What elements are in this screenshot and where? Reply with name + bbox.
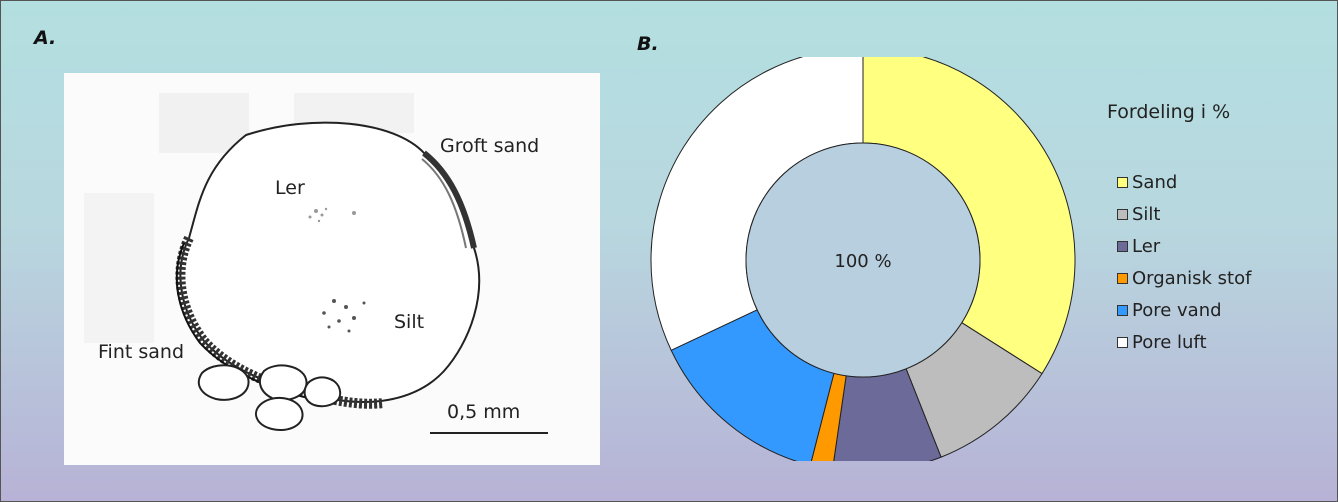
donut-hole xyxy=(745,142,981,378)
panel-a-label: A. xyxy=(34,27,57,49)
legend-label: Ler xyxy=(1132,235,1161,257)
legend-item: Organisk stof xyxy=(1117,262,1251,294)
legend-swatch xyxy=(1117,208,1128,220)
legend-label: Pore luft xyxy=(1132,331,1207,353)
legend-swatch xyxy=(1117,176,1128,188)
center-label: 100 % xyxy=(834,251,891,272)
fint-sand-label: Fint sand xyxy=(98,341,185,363)
legend-label: Silt xyxy=(1132,203,1161,225)
ler-label: Ler xyxy=(275,177,305,199)
legend-item: Ler xyxy=(1117,230,1251,262)
legend-swatch xyxy=(1117,304,1128,316)
legend-label: Pore vand xyxy=(1132,299,1222,321)
panel-b-label: B. xyxy=(637,33,659,55)
legend-item: Pore luft xyxy=(1117,326,1251,358)
legend-item: Sand xyxy=(1117,166,1251,198)
legend-item: Pore vand xyxy=(1117,294,1251,326)
silt-label: Silt xyxy=(394,311,425,333)
groft-sand-label: Groft sand xyxy=(440,135,540,157)
legend-swatch xyxy=(1117,240,1128,252)
scale-bar-label: 0,5 mm xyxy=(447,401,521,423)
legend-title: Fordeling i % xyxy=(1107,101,1231,123)
donut-chart: 100 % xyxy=(650,57,1076,461)
legend-swatch xyxy=(1117,336,1128,348)
legend-label: Organisk stof xyxy=(1132,267,1252,289)
legend-item: Silt xyxy=(1117,198,1251,230)
legend: Sand Silt Ler Organisk stof Pore vand Pore lu… xyxy=(1117,166,1251,358)
legend-swatch xyxy=(1117,272,1128,284)
soil-aggregate-sketch xyxy=(64,73,600,465)
legend-label: Sand xyxy=(1132,171,1178,193)
